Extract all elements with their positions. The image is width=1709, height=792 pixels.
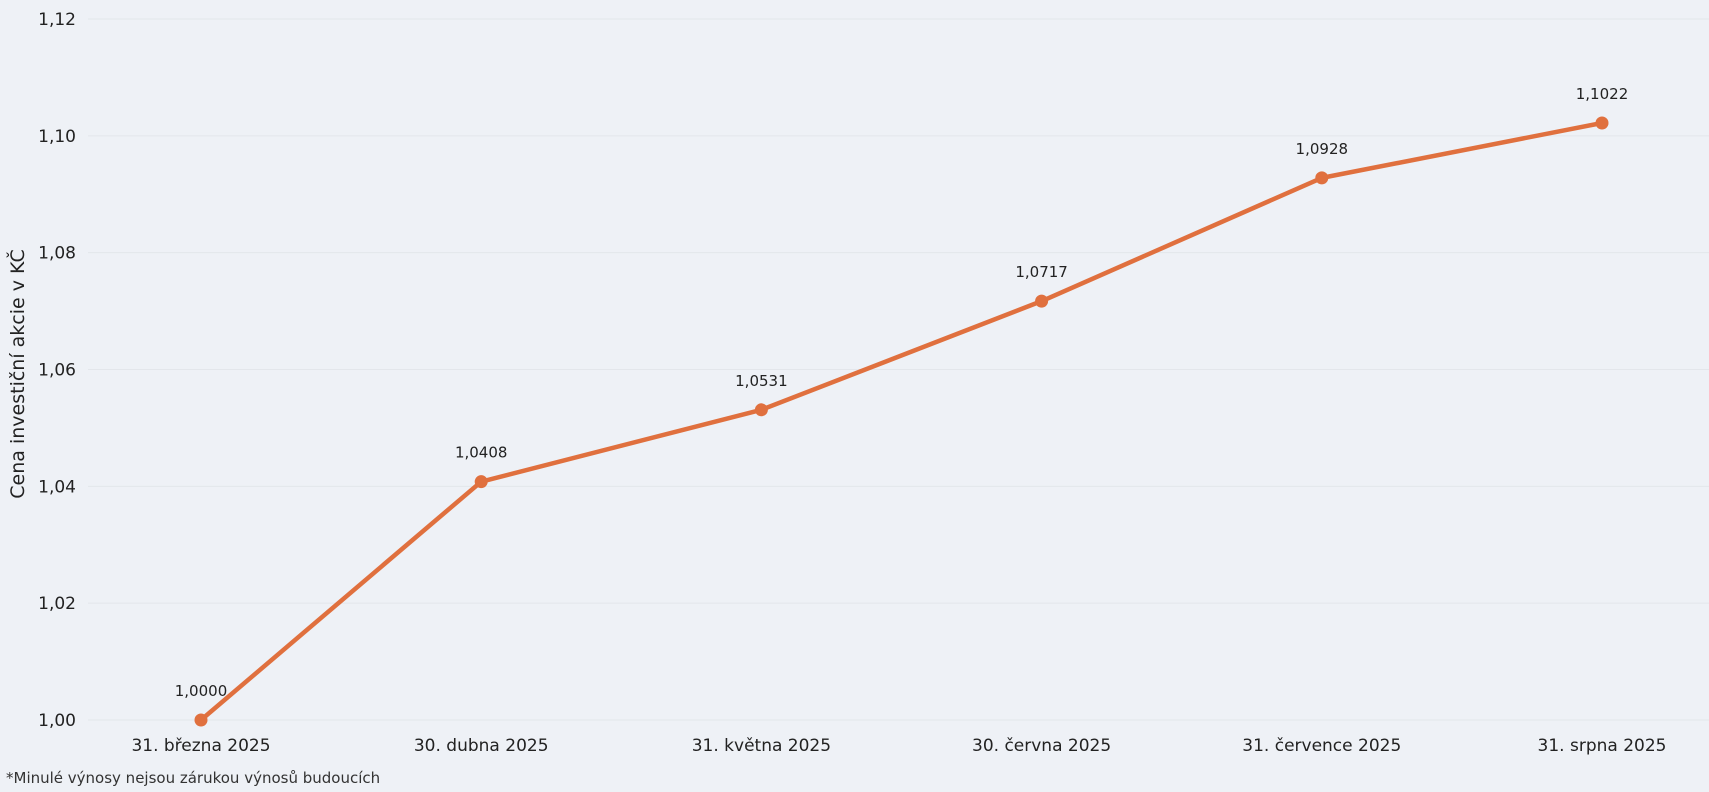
y-tick-label: 1,10	[38, 127, 76, 147]
data-point	[194, 713, 208, 727]
data-point	[1595, 116, 1609, 130]
x-tick-label: 31. března 2025	[131, 736, 270, 756]
y-tick-label: 1,08	[38, 244, 76, 264]
y-axis-label: Cena investiční akcie v KČ	[5, 249, 29, 498]
gridlines	[88, 18, 1709, 721]
x-tick-label: 31. července 2025	[1242, 736, 1401, 756]
y-tick-label: 1,02	[38, 594, 76, 614]
data-label: 1,1022	[1576, 85, 1629, 103]
x-tick-label: 31. května 2025	[692, 736, 831, 756]
x-tick-label: 31. srpna 2025	[1538, 736, 1667, 756]
x-tick-label: 30. června 2025	[972, 736, 1111, 756]
data-point	[474, 475, 488, 489]
y-axis-ticks: 1,00 1,02 1,04 1,06 1,08 1,10 1,12	[38, 10, 76, 731]
data-label: 1,0928	[1296, 140, 1349, 158]
y-tick-label: 1,12	[38, 10, 76, 30]
data-labels: 1,0000 1,0408 1,0531 1,0717 1,0928 1,1022	[175, 85, 1629, 700]
data-label: 1,0717	[1015, 263, 1068, 281]
series-layer	[194, 116, 1609, 727]
data-point	[754, 403, 768, 417]
series-line	[198, 120, 1605, 723]
data-label: 1,0000	[175, 682, 228, 700]
data-point	[1035, 294, 1049, 308]
y-tick-label: 1,04	[38, 477, 76, 497]
x-tick-label: 30. dubna 2025	[414, 736, 549, 756]
y-tick-label: 1,06	[38, 361, 76, 381]
x-axis-ticks: 31. března 2025 30. dubna 2025 31. května …	[131, 736, 1666, 756]
data-label: 1,0408	[455, 444, 508, 462]
data-label: 1,0531	[735, 372, 788, 390]
footnote: *Minulé výnosy nejsou zárukou výnosů bud…	[6, 769, 381, 787]
y-tick-label: 1,00	[38, 711, 76, 731]
data-point	[1315, 171, 1329, 185]
